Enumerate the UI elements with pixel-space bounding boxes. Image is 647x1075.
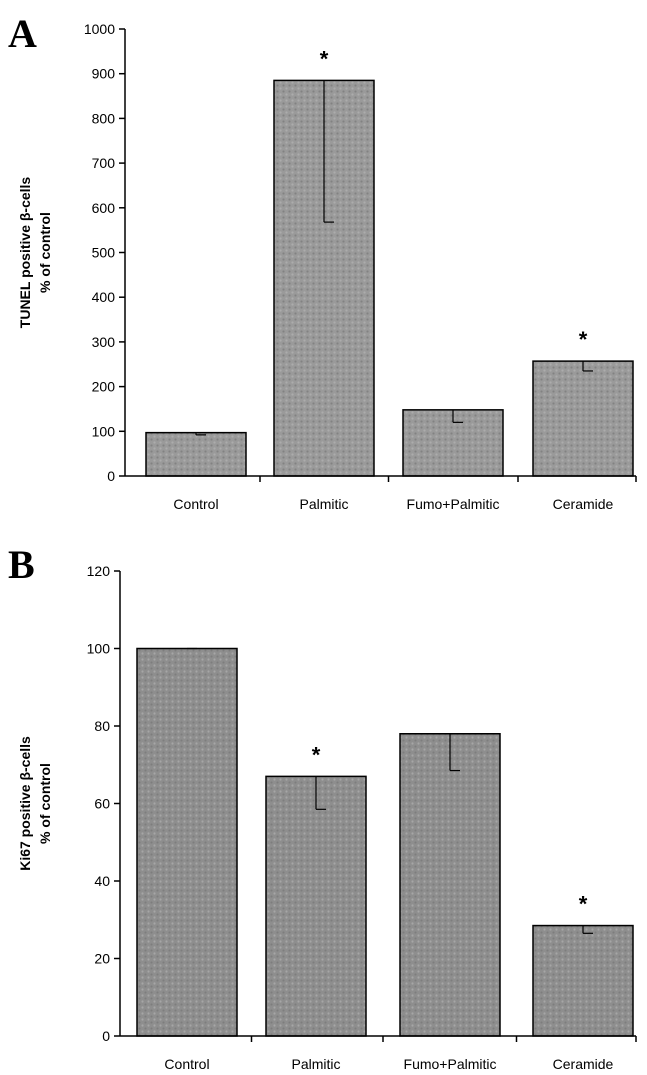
chart-a-category-label-2: Fumo+Palmitic — [407, 496, 500, 512]
chart-a-bar-0 — [145, 431, 247, 477]
chart-a-category-label-0: Control — [173, 496, 218, 512]
chart-a-svg: Control * Palmitic Fumo+Palmitic * Ceramide 0 1… — [17, 21, 637, 512]
chart-a-y-tick-label-6: 600 — [92, 200, 116, 216]
chart-b-category-label-0: Control — [164, 1056, 209, 1072]
chart-a-category-label-3: Ceramide — [553, 496, 614, 512]
chart-a-y-tick-label-7: 700 — [92, 155, 116, 171]
chart-b-bar-3 — [532, 924, 634, 1037]
chart-b-y-tick-label-3: 60 — [94, 796, 110, 812]
panel-letter-a: A — [8, 11, 37, 56]
chart-a-y-tick-label-9: 900 — [92, 66, 116, 82]
chart-a-significance-marker-3: * — [579, 327, 588, 352]
chart-b-bar-2 — [399, 733, 501, 1037]
chart-a-y-tick-label-0: 0 — [107, 468, 115, 484]
chart-b-y-tick-label-4: 80 — [94, 718, 110, 734]
chart-a-category-label-1: Palmitic — [299, 496, 348, 512]
chart-a-y-tick-label-4: 400 — [92, 289, 116, 305]
chart-a-y-axis-label-line-1: % of control — [37, 212, 53, 293]
chart-b-category-label-3: Ceramide — [553, 1056, 614, 1072]
chart-a-y-tick-label-2: 200 — [92, 379, 116, 395]
chart-b-y-tick-label-6: 120 — [87, 563, 111, 579]
chart-panel-a: A Control * Palmitic Fumo+Palmitic * Ceramide… — [0, 0, 647, 530]
chart-b-y-axis-label-line-1: % of control — [37, 763, 53, 844]
chart-a-y-tick-label-8: 800 — [92, 110, 116, 126]
chart-b-significance-marker-3: * — [579, 892, 588, 917]
chart-b-bar-0 — [136, 647, 238, 1037]
chart-a-y-tick-label-1: 100 — [92, 423, 116, 439]
chart-b-y-axis-label-line-0: Ki67 positive β-cells — [17, 736, 33, 871]
chart-b-y-tick-label-5: 100 — [87, 641, 111, 657]
chart-b-y-tick-label-0: 0 — [102, 1028, 110, 1044]
chart-a-y-tick-label-3: 300 — [92, 334, 116, 350]
chart-a-bar-3 — [532, 360, 634, 477]
chart-b-category-label-2: Fumo+Palmitic — [404, 1056, 497, 1072]
chart-b-bar-1 — [265, 775, 367, 1037]
chart-panel-b: B Control * Palmitic Fumo+Palmitic * Ceramide… — [0, 535, 647, 1075]
chart-b-svg: Control * Palmitic Fumo+Palmitic * Ceramide 0 2… — [17, 563, 637, 1072]
chart-b-category-label-1: Palmitic — [291, 1056, 340, 1072]
chart-b-y-tick-label-2: 40 — [94, 873, 110, 889]
chart-b-y-tick-label-1: 20 — [94, 951, 110, 967]
chart-a-y-tick-label-5: 500 — [92, 245, 116, 261]
chart-a-y-axis-label-line-0: TUNEL positive β-cells — [17, 177, 33, 329]
panel-letter-b: B — [8, 542, 35, 587]
chart-a-y-tick-label-10: 1000 — [84, 21, 115, 37]
chart-a-significance-marker-1: * — [320, 46, 329, 71]
chart-b-significance-marker-1: * — [312, 742, 321, 767]
